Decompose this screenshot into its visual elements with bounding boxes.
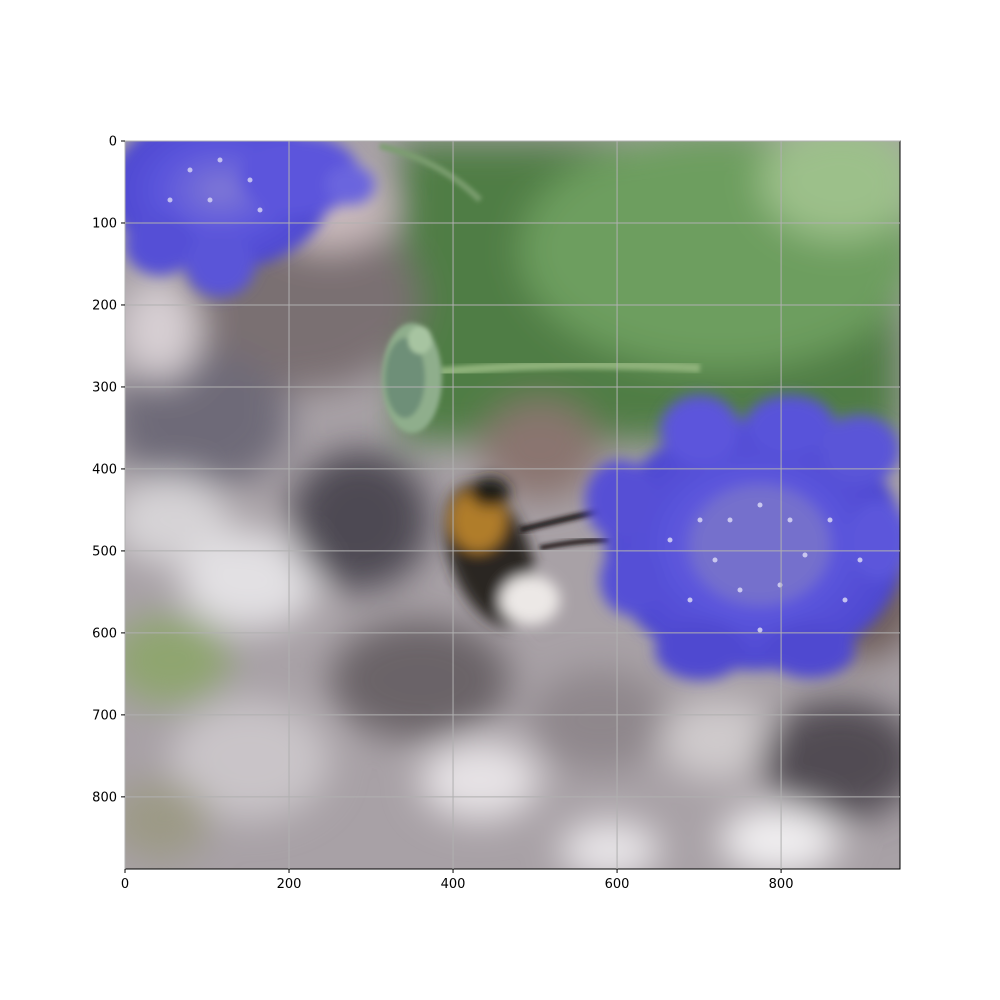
x-axis: 0 200 400 600 800 <box>121 869 794 892</box>
flower-top-left-stamens <box>167 157 263 213</box>
y-tick-label: 400 <box>92 462 117 477</box>
x-tick-label: 200 <box>277 877 302 892</box>
y-tick-label: 600 <box>92 626 117 641</box>
y-tick-label: 500 <box>92 544 117 559</box>
grid <box>124 140 900 869</box>
flower-bud <box>382 323 442 433</box>
flower-top-left <box>125 141 375 297</box>
flower-right <box>585 395 900 680</box>
x-tick-label: 600 <box>605 877 630 892</box>
y-tick-label: 200 <box>92 298 117 313</box>
bee <box>444 477 560 627</box>
x-tick-label: 400 <box>441 877 466 892</box>
y-tick-label: 0 <box>109 135 117 150</box>
y-tick-label: 300 <box>92 380 117 395</box>
photo-image <box>125 141 900 869</box>
top-stem <box>379 143 483 203</box>
flower-stem <box>439 360 701 377</box>
y-tick-label: 800 <box>92 790 117 805</box>
x-tick-label: 800 <box>769 877 794 892</box>
bee-leg <box>539 537 611 551</box>
y-axis: 0 100 200 300 400 500 600 700 800 <box>92 135 125 805</box>
x-tick-label: 0 <box>121 877 129 892</box>
y-tick-label: 100 <box>92 216 117 231</box>
y-tick-label: 700 <box>92 708 117 723</box>
